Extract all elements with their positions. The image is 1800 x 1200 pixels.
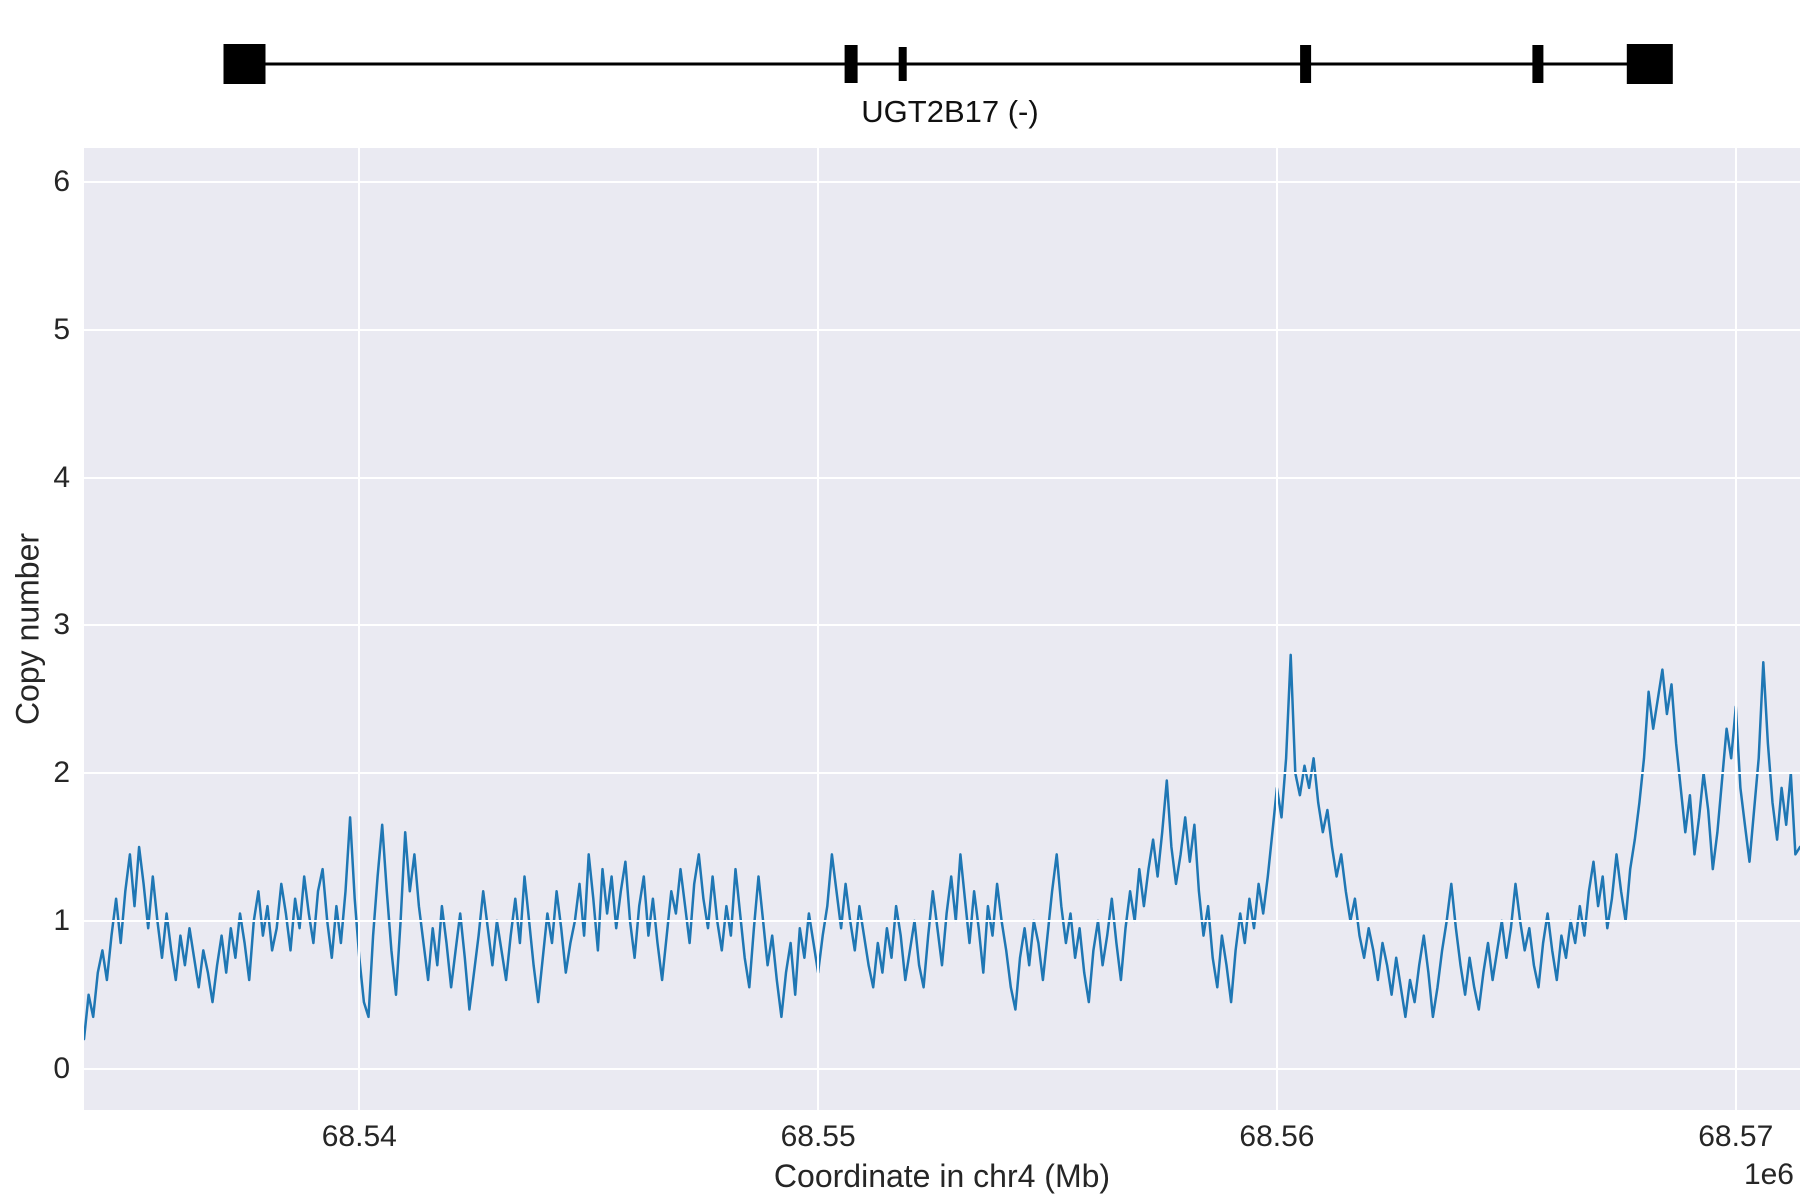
horizontal-gridline bbox=[84, 328, 1800, 331]
vertical-gridline bbox=[358, 148, 361, 1110]
x-tick-label: 68.57 bbox=[1698, 1120, 1774, 1153]
vertical-gridline bbox=[1734, 148, 1737, 1110]
copy-number-series-line bbox=[84, 653, 1800, 1041]
plot-area bbox=[84, 148, 1800, 1110]
axis-offset-label: 1e6 bbox=[1743, 1158, 1794, 1191]
y-tick-label: 6 bbox=[53, 164, 70, 198]
x-tick-label: 68.55 bbox=[780, 1120, 856, 1153]
horizontal-gridline bbox=[84, 476, 1800, 479]
exon-box bbox=[844, 45, 858, 83]
horizontal-gridline bbox=[84, 624, 1800, 627]
y-axis-label: Copy number bbox=[9, 532, 46, 726]
horizontal-gridline bbox=[84, 1067, 1800, 1070]
gene-structure-track bbox=[223, 44, 1673, 84]
vertical-gridline bbox=[1275, 148, 1278, 1110]
y-tick-label: 3 bbox=[53, 608, 70, 642]
y-tick-label: 4 bbox=[53, 460, 70, 494]
y-tick-label: 0 bbox=[53, 1051, 70, 1085]
exon-box bbox=[1532, 45, 1544, 83]
vertical-gridline bbox=[817, 148, 820, 1110]
y-tick-label: 5 bbox=[53, 312, 70, 346]
gene-name-label: UGT2B17 (-) bbox=[861, 94, 1039, 129]
x-tick-label: 68.56 bbox=[1239, 1120, 1315, 1153]
exon-box bbox=[1300, 45, 1312, 83]
horizontal-gridline bbox=[84, 919, 1800, 922]
copy-number-line-chart bbox=[84, 653, 1800, 1041]
exon-box bbox=[223, 44, 266, 84]
exon-box bbox=[1626, 44, 1673, 84]
horizontal-gridline bbox=[84, 772, 1800, 775]
y-tick-label: 1 bbox=[53, 903, 70, 937]
y-tick-label: 2 bbox=[53, 756, 70, 790]
exon-box bbox=[898, 47, 907, 81]
horizontal-gridline bbox=[84, 180, 1800, 183]
x-tick-label: 68.54 bbox=[321, 1120, 397, 1153]
x-axis-label: Coordinate in chr4 (Mb) bbox=[773, 1158, 1111, 1194]
